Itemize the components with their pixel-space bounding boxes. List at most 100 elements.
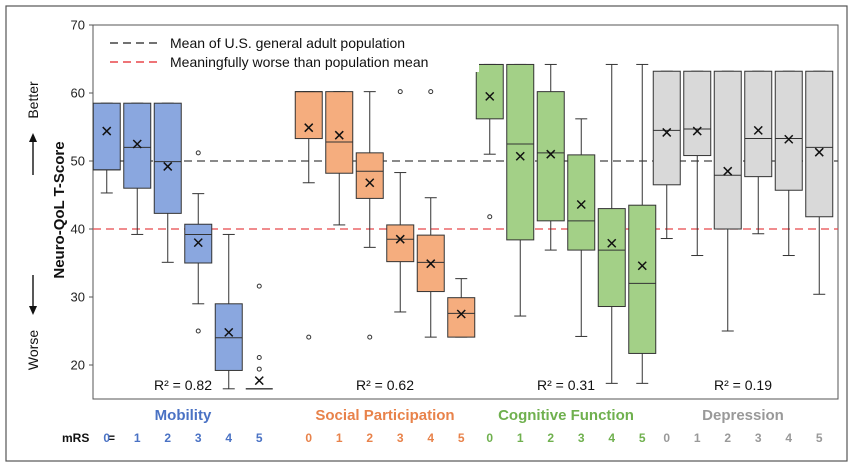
mean-marker: [254, 376, 264, 386]
mean-marker: [193, 238, 203, 248]
box-iqr: [567, 154, 596, 251]
y-tick-label: 70: [71, 18, 85, 33]
r-squared-label: R² = 0.62: [356, 377, 414, 393]
outlier-point: [195, 150, 201, 156]
mrs-tick-label: 3: [578, 431, 585, 445]
outlier-point: [256, 355, 262, 361]
plot-area: [92, 24, 839, 400]
mrs-tick-label: 3: [397, 431, 404, 445]
mrs-tick-label: 1: [336, 431, 343, 445]
mrs-tick-label: 1: [134, 431, 141, 445]
mrs-tick-label: 3: [195, 431, 202, 445]
mean-marker: [224, 327, 234, 337]
mrs-tick-label: 0: [305, 431, 312, 445]
legend-label: Mean of U.S. general adult population: [170, 35, 405, 51]
r-squared-label: R² = 0.82: [154, 377, 212, 393]
outlier-point: [397, 89, 403, 95]
worse-arrow-head-icon: [29, 306, 37, 315]
mean-marker: [456, 309, 466, 319]
mean-marker: [132, 139, 142, 149]
mrs-tick-label: 4: [785, 431, 792, 445]
r-squared-label: R² = 0.19: [714, 377, 772, 393]
mean-marker: [784, 134, 794, 144]
mrs-tick-label: 5: [458, 431, 465, 445]
mrs-tick-label: 5: [816, 431, 823, 445]
box-iqr: [683, 70, 712, 157]
mean-marker: [546, 149, 556, 159]
mrs-tick-label: 5: [639, 431, 646, 445]
box-iqr: [355, 152, 384, 199]
outlier-point: [195, 328, 201, 334]
outlier-point: [306, 334, 312, 340]
outlier-point: [487, 214, 493, 220]
mrs-label: mRS: [62, 431, 89, 445]
box-iqr: [325, 91, 354, 174]
mean-marker: [485, 91, 495, 101]
domain-label: Cognitive Function: [498, 407, 634, 424]
mean-marker: [637, 261, 647, 271]
y-tick-label: 50: [71, 154, 85, 169]
box-iqr: [506, 63, 535, 241]
box-iqr: [597, 208, 626, 308]
mrs-tick-label: 0: [103, 431, 110, 445]
mrs-tick-label: 4: [608, 431, 615, 445]
domain-label: Social Participation: [315, 407, 454, 424]
box-iqr: [294, 91, 323, 140]
y-axis-label: Neuro-QoL T-Score: [51, 141, 68, 278]
outlier-point: [256, 366, 262, 372]
box-iqr: [92, 102, 121, 171]
mrs-tick-label: 0: [663, 431, 670, 445]
mrs-tick-label: 4: [427, 431, 434, 445]
mean-marker: [102, 126, 112, 136]
mrs-tick-label: 1: [517, 431, 524, 445]
box-iqr: [475, 63, 504, 120]
domain-label: Depression: [702, 407, 784, 424]
mean-marker: [334, 130, 344, 140]
mrs-tick-label: 2: [164, 431, 171, 445]
mrs-tick-label: 2: [366, 431, 373, 445]
box-iqr: [652, 70, 681, 186]
box-iqr: [536, 91, 565, 222]
y-tick-label: 40: [71, 222, 85, 237]
mrs-tick-label: 5: [256, 431, 263, 445]
box-iqr: [744, 70, 773, 178]
box-iqr: [214, 303, 243, 371]
mrs-tick-label: 2: [547, 431, 554, 445]
mean-marker: [607, 238, 617, 248]
worse-label: Worse: [25, 330, 41, 370]
mean-marker: [304, 123, 314, 133]
mrs-tick-label: 1: [694, 431, 701, 445]
better-arrow-head-icon: [29, 133, 37, 142]
outlier-point: [428, 89, 434, 95]
mean-marker: [163, 161, 173, 171]
legend-box: [104, 32, 479, 72]
mean-marker: [426, 259, 436, 269]
mrs-tick-label: 3: [755, 431, 762, 445]
box-iqr: [713, 70, 742, 230]
mrs-equals: =: [108, 431, 115, 445]
mrs-tick-label: 2: [724, 431, 731, 445]
box-iqr: [153, 102, 182, 214]
mean-marker: [515, 151, 525, 161]
outlier-point: [367, 334, 373, 340]
mean-marker: [753, 125, 763, 135]
better-label: Better: [25, 81, 41, 119]
mrs-tick-label: 4: [225, 431, 232, 445]
box-iqr: [628, 204, 657, 354]
domain-label: Mobility: [155, 407, 212, 424]
box-iqr: [123, 102, 152, 189]
y-tick-label: 30: [71, 290, 85, 305]
box-iqr: [774, 70, 803, 191]
mean-marker: [365, 178, 375, 188]
box-iqr: [805, 70, 834, 218]
box-iqr: [386, 224, 415, 263]
outlier-point: [256, 283, 262, 289]
mean-marker: [576, 199, 586, 210]
r-squared-label: R² = 0.31: [537, 377, 595, 393]
y-tick-label: 60: [71, 86, 85, 101]
mean-marker: [395, 234, 405, 244]
mean-marker: [662, 127, 672, 137]
mrs-tick-label: 0: [486, 431, 493, 445]
legend-label: Meaningfully worse than population mean: [170, 54, 428, 70]
